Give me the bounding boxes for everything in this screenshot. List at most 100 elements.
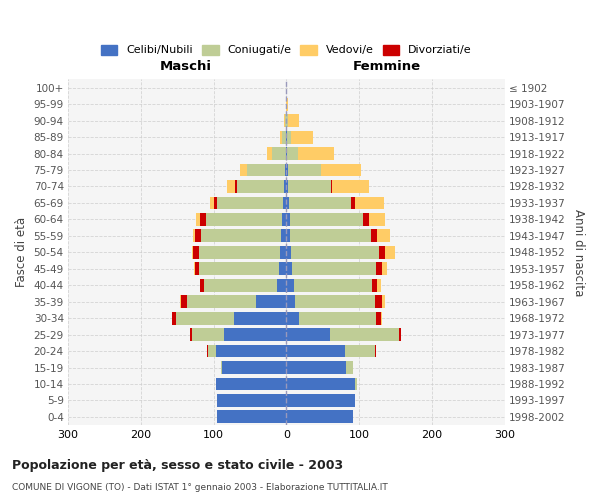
Bar (191, 246, 193, 258)
Bar (256, 296, 286, 308)
Bar (286, 114, 288, 127)
Bar (377, 279, 381, 291)
Bar (190, 328, 191, 341)
Bar (286, 98, 288, 110)
Bar (382, 262, 388, 275)
Bar (221, 361, 222, 374)
Bar (207, 344, 208, 358)
Bar (355, 378, 357, 390)
Bar (381, 312, 382, 324)
Bar (288, 114, 299, 127)
Bar (172, 312, 176, 324)
Bar (375, 296, 382, 308)
Bar (196, 230, 201, 242)
Bar (208, 344, 217, 358)
Bar (286, 312, 299, 324)
Y-axis label: Fasce di età: Fasce di età (15, 218, 28, 288)
Bar (286, 196, 289, 209)
Bar (376, 262, 382, 275)
Bar (281, 230, 286, 242)
Bar (286, 164, 288, 176)
Bar (280, 130, 282, 143)
Bar (399, 328, 401, 341)
Bar (210, 196, 214, 209)
Bar (320, 164, 361, 176)
Bar (216, 378, 217, 390)
Bar (280, 246, 286, 258)
Bar (332, 180, 368, 193)
Bar (286, 344, 344, 358)
Bar (196, 262, 199, 275)
Bar (385, 246, 395, 258)
Bar (217, 410, 286, 424)
Text: Maschi: Maschi (160, 60, 212, 72)
Bar (371, 230, 377, 242)
Bar (191, 328, 224, 341)
Bar (283, 196, 286, 209)
Bar (292, 246, 379, 258)
Bar (290, 130, 313, 143)
Bar (214, 196, 217, 209)
Bar (204, 279, 277, 291)
Bar (355, 196, 384, 209)
Bar (193, 230, 196, 242)
Bar (266, 147, 272, 160)
Bar (286, 130, 287, 143)
Bar (286, 230, 290, 242)
Bar (372, 279, 377, 291)
Bar (279, 262, 286, 275)
Bar (295, 296, 375, 308)
Bar (299, 312, 376, 324)
Bar (379, 246, 385, 258)
Bar (285, 114, 286, 127)
Bar (176, 312, 234, 324)
Bar (284, 180, 286, 193)
Bar (200, 213, 206, 226)
Text: Popolazione per età, sesso e stato civile - 2003: Popolazione per età, sesso e stato civil… (12, 460, 343, 472)
Bar (290, 230, 371, 242)
Bar (288, 164, 320, 176)
Bar (286, 410, 353, 424)
Bar (193, 246, 199, 258)
Bar (286, 147, 287, 160)
Bar (224, 328, 286, 341)
Bar (180, 296, 181, 308)
Bar (375, 344, 376, 358)
Bar (286, 279, 293, 291)
Bar (217, 394, 286, 407)
Bar (285, 164, 286, 176)
Bar (282, 213, 286, 226)
Bar (194, 262, 196, 275)
Bar (286, 262, 292, 275)
Bar (376, 312, 381, 324)
Bar (206, 213, 282, 226)
Bar (200, 279, 204, 291)
Bar (382, 296, 385, 308)
Bar (289, 180, 331, 193)
Bar (240, 164, 247, 176)
Bar (201, 230, 281, 242)
Bar (331, 180, 332, 193)
Bar (286, 296, 295, 308)
Y-axis label: Anni di nascita: Anni di nascita (572, 208, 585, 296)
Bar (284, 114, 285, 127)
Bar (217, 378, 286, 390)
Bar (290, 213, 363, 226)
Bar (282, 130, 286, 143)
Bar (368, 213, 385, 226)
Bar (286, 180, 289, 193)
Bar (377, 230, 391, 242)
Bar (287, 130, 290, 143)
Legend: Celibi/Nubili, Coniugati/e, Vedovi/e, Divorziati/e: Celibi/Nubili, Coniugati/e, Vedovi/e, Di… (97, 40, 476, 60)
Bar (217, 196, 283, 209)
Bar (286, 378, 355, 390)
Bar (277, 279, 286, 291)
Bar (298, 147, 334, 160)
Bar (286, 213, 290, 226)
Bar (351, 196, 355, 209)
Bar (286, 394, 355, 407)
Bar (293, 279, 372, 291)
Bar (196, 213, 200, 226)
Bar (346, 361, 353, 374)
Bar (289, 196, 351, 209)
